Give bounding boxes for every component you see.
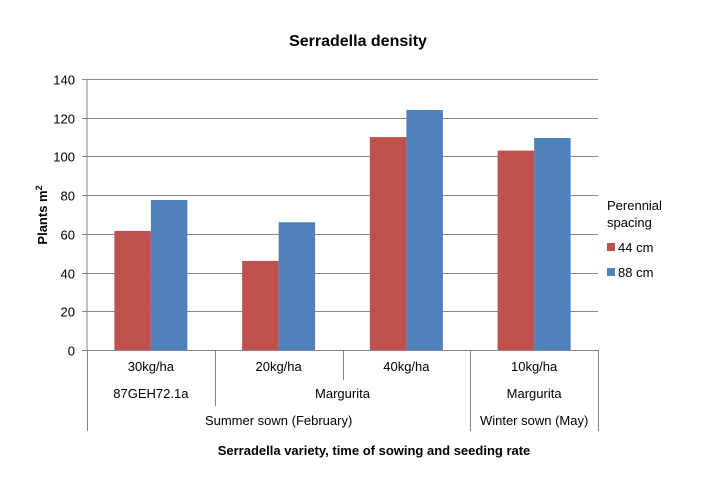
x-category-sowing-time: Summer sown (February) xyxy=(205,413,352,428)
x-axis-label: Serradella variety, time of sowing and s… xyxy=(218,443,531,458)
bar-44cm-0 xyxy=(114,230,151,350)
y-tick-label: 120 xyxy=(53,112,75,127)
x-category-variety: Margurita xyxy=(507,386,563,401)
x-axis-categories: 30kg/ha 20kg/ha 40kg/ha 10kg/ha 87GEH72.1a Ma… xyxy=(87,350,599,431)
legend-swatch-44cm xyxy=(607,243,615,251)
x-category-variety: 87GEH72.1a xyxy=(113,386,189,401)
x-category-rate: 10kg/ha xyxy=(511,359,558,374)
y-tick-label: 100 xyxy=(53,150,75,165)
y-tick-label: 40 xyxy=(61,267,75,282)
bar-44cm-1 xyxy=(242,260,279,350)
y-axis-ticks: 0 20 40 60 80 100 120 140 xyxy=(53,73,87,359)
legend-title-line2: spacing xyxy=(607,215,652,230)
y-tick-label: 140 xyxy=(53,73,75,88)
bars xyxy=(114,109,571,350)
y-tick-label: 60 xyxy=(61,228,75,243)
legend-label-88cm: 88 cm xyxy=(618,265,653,280)
bar-88cm-2 xyxy=(406,109,443,350)
legend-label-44cm: 44 cm xyxy=(618,240,653,255)
x-category-sowing-time: Winter sown (May) xyxy=(480,413,588,428)
y-tick-label: 80 xyxy=(61,189,75,204)
x-category-variety: Margurita xyxy=(315,386,371,401)
bar-88cm-3 xyxy=(534,138,571,350)
bar-88cm-1 xyxy=(278,222,316,350)
x-category-rate: 20kg/ha xyxy=(255,359,302,374)
x-category-rate: 40kg/ha xyxy=(383,359,430,374)
y-tick-label: 20 xyxy=(61,305,75,320)
legend-title-line1: Perennial xyxy=(607,198,662,213)
y-tick-label: 0 xyxy=(68,344,75,359)
legend: Perennial spacing 44 cm 88 cm xyxy=(607,198,662,280)
legend-swatch-88cm xyxy=(607,268,615,276)
x-category-rate: 30kg/ha xyxy=(128,359,175,374)
bar-88cm-0 xyxy=(150,199,188,350)
bar-44cm-2 xyxy=(369,137,407,350)
bar-44cm-3 xyxy=(497,150,535,350)
chart-title: Serradella density xyxy=(289,33,427,50)
y-axis-label: Plants m2 xyxy=(34,185,50,244)
